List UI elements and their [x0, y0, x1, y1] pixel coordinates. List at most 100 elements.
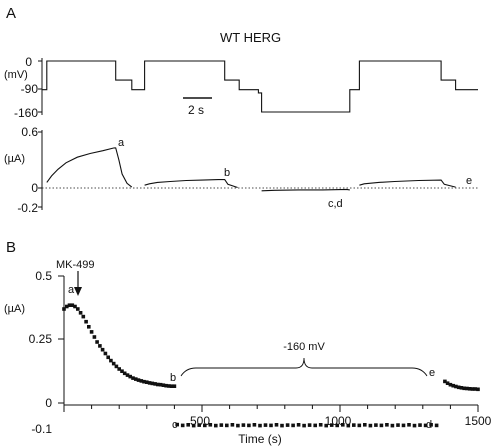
data-point — [379, 423, 384, 428]
current-trace-segment — [261, 188, 350, 192]
data-point — [219, 423, 224, 427]
panel-label-a: A — [6, 5, 16, 22]
data-point — [423, 423, 428, 428]
data-point — [346, 423, 351, 428]
data-point — [78, 311, 83, 315]
data-point — [454, 384, 458, 389]
annotation-e-top: e — [466, 175, 472, 187]
data-point — [225, 423, 229, 428]
data-point — [89, 330, 94, 334]
data-point — [169, 384, 174, 388]
data-point — [396, 423, 400, 427]
data-point — [247, 423, 251, 428]
data-point — [357, 423, 362, 428]
data-point — [462, 386, 466, 391]
data-point — [156, 382, 160, 387]
current-tick-0-6: 0.6 — [21, 125, 38, 139]
data-point — [296, 423, 301, 427]
data-point — [258, 423, 262, 428]
voltage-tick-minus90: -90 — [21, 82, 39, 96]
mk499-arrow-head — [74, 287, 82, 296]
data-point — [214, 423, 218, 428]
annotation-cd-top: c,d — [328, 198, 343, 210]
data-point — [150, 381, 155, 386]
annotation-minus160mv: -160 mV — [283, 341, 325, 353]
data-point — [114, 364, 119, 369]
data-point — [134, 377, 138, 381]
b-ytick-0: 0 — [45, 396, 52, 410]
data-point — [401, 423, 406, 428]
b-x-axis-title: Time (s) — [238, 432, 282, 446]
b-ytick-0-25: 0.25 — [29, 332, 53, 346]
current-tick-0: 0 — [31, 181, 38, 195]
data-point — [459, 386, 464, 390]
data-point — [158, 382, 163, 387]
b-ytick-0-5: 0.5 — [35, 269, 52, 283]
data-point — [142, 379, 146, 384]
data-point — [84, 319, 88, 324]
data-point — [120, 369, 124, 373]
data-point — [128, 374, 132, 379]
data-point — [172, 384, 177, 388]
data-point — [456, 385, 461, 390]
data-point — [87, 325, 91, 329]
data-point — [467, 387, 472, 391]
data-point — [95, 340, 99, 344]
data-point — [70, 303, 75, 307]
data-point — [329, 423, 334, 427]
data-point — [412, 423, 417, 428]
data-point — [352, 423, 356, 427]
current-trace-segment — [359, 179, 456, 188]
data-point — [418, 423, 422, 427]
annotation-b-b: b — [170, 372, 176, 384]
data-point — [390, 423, 395, 428]
data-point — [106, 355, 110, 360]
current-axis-label: (µA) — [4, 153, 25, 165]
b-xtick-1500: 1500 — [465, 414, 492, 428]
annotation-b-top: b — [224, 167, 230, 179]
data-point — [73, 304, 77, 309]
data-point — [203, 423, 207, 428]
data-point — [280, 423, 284, 428]
annotation-mk499: MK-499 — [56, 259, 95, 271]
data-point — [368, 423, 373, 428]
data-point — [65, 304, 69, 309]
data-point — [263, 423, 268, 427]
data-point — [131, 376, 135, 380]
time-course-panel: (µA) 0.5 0.25 0 -0.1 500 1000 1500 Time … — [4, 259, 492, 446]
annotation-d-b: d — [426, 419, 432, 431]
data-point — [324, 423, 328, 428]
panel-label-b: B — [6, 239, 16, 256]
data-point — [407, 423, 411, 427]
data-point — [67, 303, 72, 307]
data-point — [465, 386, 469, 391]
annotation-e-b: e — [429, 367, 435, 379]
data-point — [302, 423, 306, 428]
data-point — [81, 314, 86, 319]
data-point — [191, 423, 196, 428]
data-point — [164, 383, 168, 388]
data-point — [62, 307, 66, 311]
voltage-trace — [42, 60, 478, 113]
current-trace-segment — [46, 147, 133, 188]
voltage-axis-label: (mV) — [4, 69, 28, 81]
data-point — [175, 422, 179, 427]
data-point — [92, 335, 97, 339]
data-point — [145, 380, 149, 384]
time-scale-bar-label: 2 s — [188, 103, 204, 117]
voltage-tick-minus160: -160 — [14, 106, 38, 120]
b-axis-label: (µA) — [4, 303, 25, 315]
current-trace-segment — [144, 179, 238, 189]
data-point — [451, 383, 455, 388]
chart-title: WT HERG — [220, 30, 281, 45]
voltage-protocol-panel: WT HERG (mV) 0 -90 -160 2 s — [4, 30, 478, 120]
data-point — [111, 361, 116, 366]
data-point — [476, 387, 480, 392]
data-point — [429, 423, 433, 427]
data-point — [341, 423, 345, 427]
data-point — [385, 423, 389, 427]
data-point — [109, 358, 113, 363]
data-point — [285, 423, 290, 427]
data-point — [161, 383, 166, 387]
data-point — [76, 307, 80, 311]
